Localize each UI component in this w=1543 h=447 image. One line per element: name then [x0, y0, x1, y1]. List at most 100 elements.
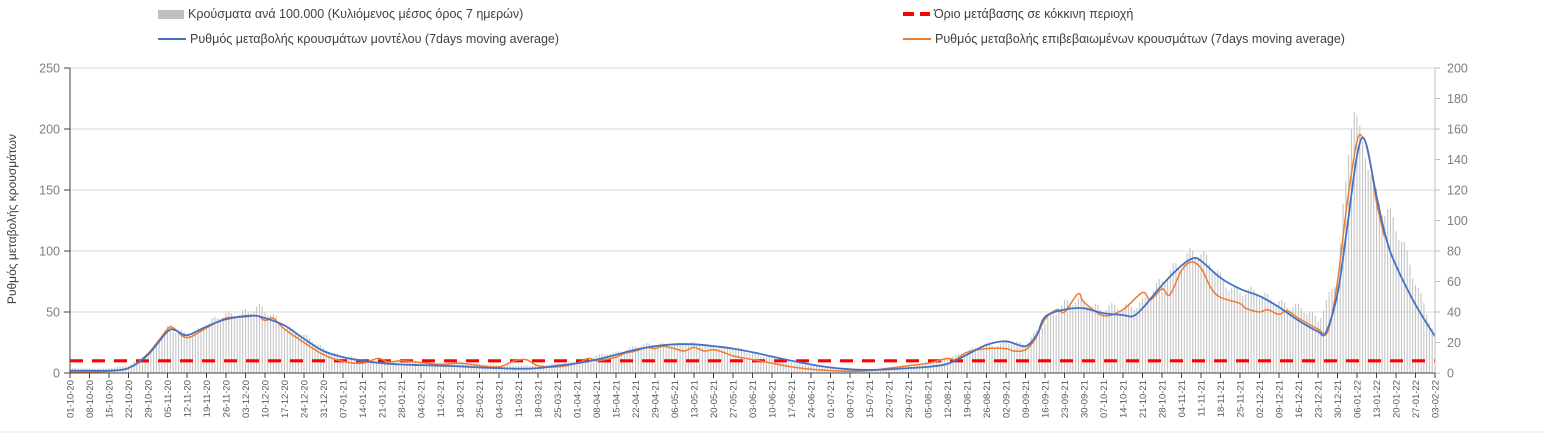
bars-series: [69, 112, 1436, 373]
svg-text:25-03-21: 25-03-21: [553, 380, 564, 418]
svg-text:15-04-21: 15-04-21: [612, 380, 623, 418]
legend-label-red-threshold: Όριο μετάβασης σε κόκκινη περιοχή: [934, 7, 1134, 21]
svg-text:19-08-21: 19-08-21: [963, 380, 974, 418]
svg-text:05-08-21: 05-08-21: [924, 380, 935, 418]
svg-text:04-03-21: 04-03-21: [495, 380, 506, 418]
svg-text:200: 200: [1447, 62, 1468, 76]
svg-text:23-09-21: 23-09-21: [1060, 380, 1071, 418]
svg-text:16-09-21: 16-09-21: [1041, 380, 1052, 418]
svg-text:15-07-21: 15-07-21: [865, 380, 876, 418]
svg-text:27-05-21: 27-05-21: [729, 380, 740, 418]
svg-text:120: 120: [1447, 184, 1468, 198]
dashed-line-icon: [903, 12, 930, 17]
svg-text:01-07-21: 01-07-21: [826, 380, 837, 418]
legend-item-cases-per-100k: Κρούσματα ανά 100.000 (Κυλιόμενος μέσος …: [158, 8, 523, 21]
svg-text:07-10-21: 07-10-21: [1099, 380, 1110, 418]
svg-text:11-03-21: 11-03-21: [514, 380, 525, 417]
svg-text:25-11-21: 25-11-21: [1236, 380, 1247, 417]
gridlines: [70, 67, 1435, 313]
svg-text:22-07-21: 22-07-21: [885, 380, 896, 418]
svg-text:02-12-21: 02-12-21: [1255, 380, 1266, 418]
svg-text:12-08-21: 12-08-21: [943, 380, 954, 418]
svg-text:26-11-20: 26-11-20: [222, 380, 233, 417]
svg-text:10-06-21: 10-06-21: [768, 380, 779, 418]
confirmed-line-series: [69, 133, 1386, 373]
svg-text:09-12-21: 09-12-21: [1275, 380, 1286, 418]
left-y-axis-labels: 0 50 100 150 200 250: [39, 62, 70, 381]
svg-text:16-12-21: 16-12-21: [1294, 380, 1305, 418]
svg-text:28-01-21: 28-01-21: [397, 380, 408, 418]
svg-text:08-04-21: 08-04-21: [592, 380, 603, 418]
legend-label-confirmed-rate: Ρυθμός μεταβολής επιβεβαιωμένων κρουσμάτ…: [935, 32, 1345, 46]
svg-text:0: 0: [53, 367, 60, 381]
svg-text:10-12-20: 10-12-20: [261, 380, 272, 418]
svg-text:05-11-20: 05-11-20: [163, 380, 174, 417]
svg-text:18-03-21: 18-03-21: [534, 380, 545, 418]
blue-line-icon: [158, 38, 186, 41]
svg-text:17-06-21: 17-06-21: [787, 380, 798, 418]
svg-text:06-05-21: 06-05-21: [670, 380, 681, 418]
svg-text:20: 20: [1447, 336, 1461, 350]
svg-text:100: 100: [1447, 214, 1468, 228]
svg-text:160: 160: [1447, 123, 1468, 137]
svg-text:0: 0: [1447, 367, 1454, 381]
svg-text:26-08-21: 26-08-21: [982, 380, 993, 418]
svg-text:03-02-22: 03-02-22: [1431, 380, 1442, 418]
model-line-series: [70, 136, 1436, 372]
legend-item-model-rate: Ρυθμός μεταβολής κρουσμάτων μοντέλου (7d…: [158, 33, 559, 46]
svg-text:22-04-21: 22-04-21: [631, 380, 642, 418]
legend-item-confirmed-rate: Ρυθμός μεταβολής επιβεβαιωμένων κρουσμάτ…: [903, 33, 1345, 46]
svg-text:31-12-20: 31-12-20: [319, 380, 330, 418]
svg-text:180: 180: [1447, 92, 1468, 106]
svg-text:25-02-21: 25-02-21: [475, 380, 486, 418]
svg-text:30-12-21: 30-12-21: [1333, 380, 1344, 418]
svg-text:24-06-21: 24-06-21: [807, 380, 818, 418]
svg-text:40: 40: [1447, 306, 1461, 320]
svg-text:18-02-21: 18-02-21: [456, 380, 467, 418]
svg-text:24-12-20: 24-12-20: [300, 380, 311, 418]
svg-text:28-10-21: 28-10-21: [1158, 380, 1169, 418]
svg-text:20-01-22: 20-01-22: [1392, 380, 1403, 418]
svg-text:01-10-20: 01-10-20: [66, 380, 77, 418]
svg-text:18-11-21: 18-11-21: [1216, 380, 1227, 417]
svg-text:03-06-21: 03-06-21: [748, 380, 759, 418]
svg-text:29-04-21: 29-04-21: [651, 380, 662, 418]
svg-text:80: 80: [1447, 245, 1461, 259]
svg-text:30-09-21: 30-09-21: [1080, 380, 1091, 418]
right-y-axis-labels: 0 20 40 60 80 100 120 140 160 180 200: [1435, 62, 1468, 381]
svg-text:23-12-21: 23-12-21: [1314, 380, 1325, 418]
svg-text:09-09-21: 09-09-21: [1021, 380, 1032, 418]
svg-text:07-01-21: 07-01-21: [339, 380, 350, 418]
svg-text:06-01-22: 06-01-22: [1353, 380, 1364, 418]
svg-text:17-12-20: 17-12-20: [280, 380, 291, 418]
svg-text:12-11-20: 12-11-20: [183, 380, 194, 417]
orange-line-icon: [903, 38, 931, 41]
svg-text:50: 50: [46, 306, 60, 320]
svg-text:03-12-20: 03-12-20: [241, 380, 252, 418]
svg-text:19-11-20: 19-11-20: [202, 380, 213, 417]
svg-text:29-10-20: 29-10-20: [144, 380, 155, 418]
svg-text:250: 250: [39, 62, 60, 76]
svg-text:200: 200: [39, 123, 60, 137]
svg-text:21-10-21: 21-10-21: [1138, 380, 1149, 418]
legend-label-cases-per-100k: Κρούσματα ανά 100.000 (Κυλιόμενος μέσος …: [188, 7, 524, 21]
svg-text:11-02-21: 11-02-21: [436, 380, 447, 417]
svg-text:20-05-21: 20-05-21: [709, 380, 720, 418]
x-axis-labels: 01-10-20 08-10-20 15-10-20 22-10-20 29-10-20…: [66, 373, 1442, 418]
svg-text:08-10-20: 08-10-20: [85, 380, 96, 418]
svg-text:29-07-21: 29-07-21: [904, 380, 915, 418]
svg-text:14-01-21: 14-01-21: [358, 380, 369, 418]
svg-text:150: 150: [39, 184, 60, 198]
svg-text:13-05-21: 13-05-21: [690, 380, 701, 418]
svg-text:140: 140: [1447, 153, 1468, 167]
svg-text:22-10-20: 22-10-20: [124, 380, 135, 418]
left-axis-title: Ρυθμός μεταβολής κρουσμάτων: [5, 133, 19, 305]
svg-text:27-01-22: 27-01-22: [1411, 380, 1422, 418]
svg-text:04-11-21: 04-11-21: [1177, 380, 1188, 417]
svg-text:13-01-22: 13-01-22: [1372, 380, 1383, 418]
svg-text:100: 100: [39, 245, 60, 259]
svg-text:04-02-21: 04-02-21: [417, 380, 428, 418]
svg-text:02-09-21: 02-09-21: [1002, 380, 1013, 418]
